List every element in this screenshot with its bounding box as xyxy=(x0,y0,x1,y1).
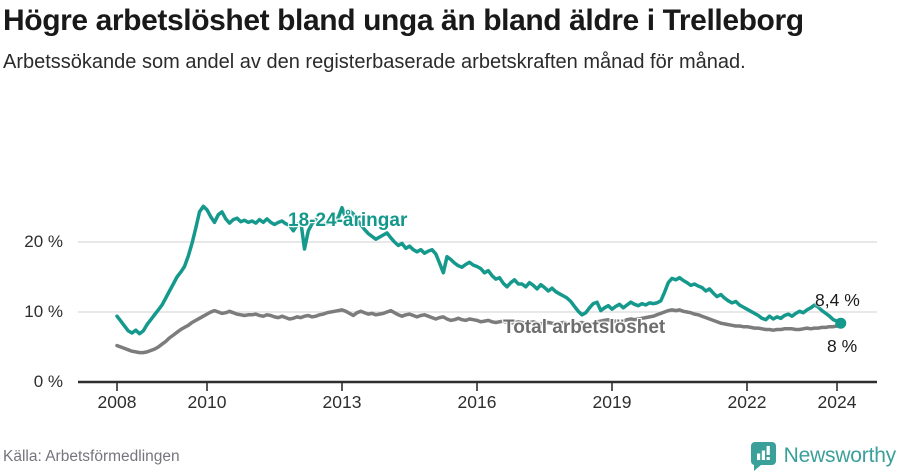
newsworthy-logo[interactable]: Newsworthy xyxy=(750,440,896,472)
series-line xyxy=(115,204,843,336)
newsworthy-wordmark: Newsworthy xyxy=(783,444,897,467)
x-axis-tick-label: 2008 xyxy=(97,392,137,412)
x-axis-tick-label: 2024 xyxy=(817,392,857,412)
y-axis-tick-label: 0 % xyxy=(33,372,63,391)
source-note: Källa: Arbetsförmedlingen xyxy=(3,448,180,465)
series-label-total: Total arbetslöshet xyxy=(503,317,666,338)
end-value-youth: 8,4 % xyxy=(815,290,860,310)
end-value-total: 8 % xyxy=(827,336,858,356)
chart-header: Högre arbetslöshet bland unga än bland ä… xyxy=(3,2,893,75)
y-axis-tick-label: 20 % xyxy=(24,232,63,251)
series-line xyxy=(115,308,843,355)
series-end-dot xyxy=(835,317,847,329)
series-label-youth: 18-24-åringar xyxy=(288,210,408,231)
newsworthy-bubble-chart-icon xyxy=(750,442,776,471)
x-axis-tick-label: 2016 xyxy=(457,392,497,412)
x-axis-tick-label: 2019 xyxy=(592,392,632,412)
chart-title: Högre arbetslöshet bland unga än bland ä… xyxy=(3,4,804,37)
chart-footer: Källa: Arbetsförmedlingen Newsworthy xyxy=(0,438,900,474)
y-axis-tick-label: 10 % xyxy=(24,302,63,321)
x-axis-tick-label: 2010 xyxy=(187,392,227,412)
x-axis-tick-label: 2013 xyxy=(322,392,362,412)
chart-subtitle: Arbetssökande som andel av den registerb… xyxy=(3,51,746,73)
x-axis-tick-label: 2022 xyxy=(727,392,767,412)
